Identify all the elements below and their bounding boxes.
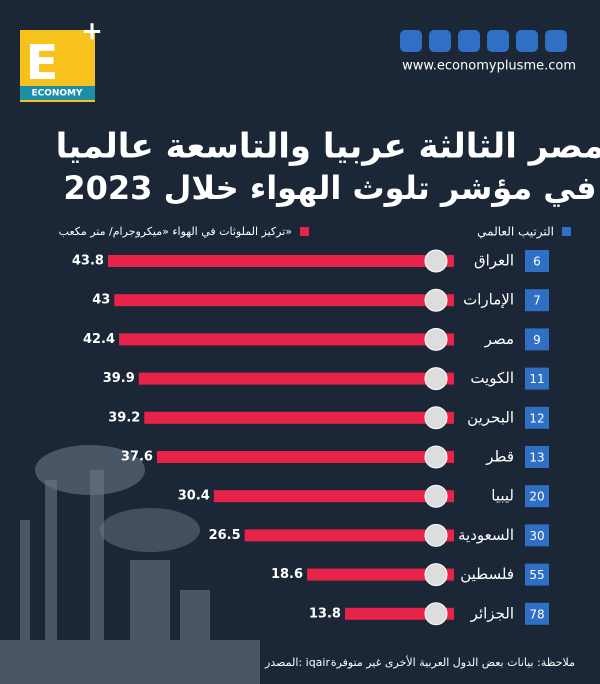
rank-box [525, 289, 549, 312]
rank-box [525, 524, 549, 547]
value-label: 39.9 [103, 371, 135, 386]
legend-label: تركيز الملوثات في الهواء «ميكروجرام/ متر… [59, 225, 292, 238]
value-label: 18.6 [271, 567, 303, 582]
flag [424, 484, 448, 508]
rank-box [525, 406, 549, 429]
value-label: 43 [92, 293, 110, 308]
rank-box [525, 485, 549, 508]
country-label: الجزائر [470, 604, 514, 622]
country-label: فلسطين [460, 565, 514, 583]
country-label: البحرين [467, 408, 514, 426]
bar [307, 568, 454, 581]
chart-subtitle: في مؤشر تلوث الهواء خلال 2023 [63, 169, 596, 207]
flag [424, 327, 448, 351]
rank-box [525, 563, 549, 586]
flag [424, 249, 448, 273]
bar [144, 411, 454, 424]
bar [114, 294, 455, 307]
bar [107, 255, 454, 267]
chart-title: مصر الثالثة عربيا والتاسعة عالميا [56, 127, 600, 167]
bar [244, 529, 454, 542]
value-label: 37.6 [121, 450, 153, 465]
value-label: 43.8 [72, 254, 104, 269]
rank-box [525, 446, 549, 468]
rank-label: 20 [529, 490, 544, 504]
svg-text:E: E [26, 35, 59, 91]
flag [424, 602, 448, 626]
website: www.economyplusme.com [402, 59, 576, 74]
country-label: قطر [485, 448, 514, 466]
svg-text:+: + [81, 17, 103, 47]
value-label: 13.8 [309, 606, 341, 621]
rank-label: 7 [533, 294, 541, 308]
country-label: الكويت [470, 369, 514, 387]
country-label: مصر [484, 330, 514, 348]
rank-label: 55 [529, 568, 544, 582]
value-label: 42.4 [83, 332, 115, 347]
rank-label: 12 [529, 411, 544, 425]
country-label: العراق [474, 252, 514, 270]
value-label: 26.5 [209, 528, 241, 543]
value-label: 30.4 [178, 489, 210, 504]
social-icons [400, 30, 567, 52]
bar [119, 333, 454, 346]
bar [156, 451, 454, 463]
legend-swatch [300, 227, 309, 236]
rank-label: 13 [529, 451, 544, 465]
country-label: ليبيا [491, 487, 514, 505]
rank-legend: الترتيب العالمي [477, 225, 554, 240]
note: ملاحظة: بيانات بعض الدول العربية الأخرى … [331, 655, 575, 669]
rank-label: 11 [529, 372, 544, 386]
country-label: السعودية [458, 526, 514, 544]
rank-label: 9 [533, 333, 541, 347]
rank-box [525, 602, 549, 625]
source: المصدر: iqair [264, 656, 330, 669]
flag [424, 445, 448, 469]
rank-legend-swatch [562, 227, 571, 236]
rank-label: 78 [529, 607, 544, 621]
flag [424, 367, 448, 391]
rank-box [525, 328, 549, 351]
flag [424, 523, 448, 547]
rank-box [525, 367, 549, 390]
country-label: الإمارات [463, 291, 514, 309]
flag [424, 288, 448, 312]
value-label: 39.2 [108, 410, 140, 425]
rank-label: 6 [533, 255, 541, 269]
bar [138, 372, 455, 385]
bar [213, 490, 454, 503]
rank-label: 30 [529, 529, 544, 543]
logo-text: ECONOMY [31, 89, 83, 99]
logo: E ECONOMY + [20, 17, 103, 102]
rank-box [525, 250, 549, 272]
flag [424, 563, 448, 587]
flag [424, 406, 448, 430]
factory-illustration [0, 445, 260, 684]
